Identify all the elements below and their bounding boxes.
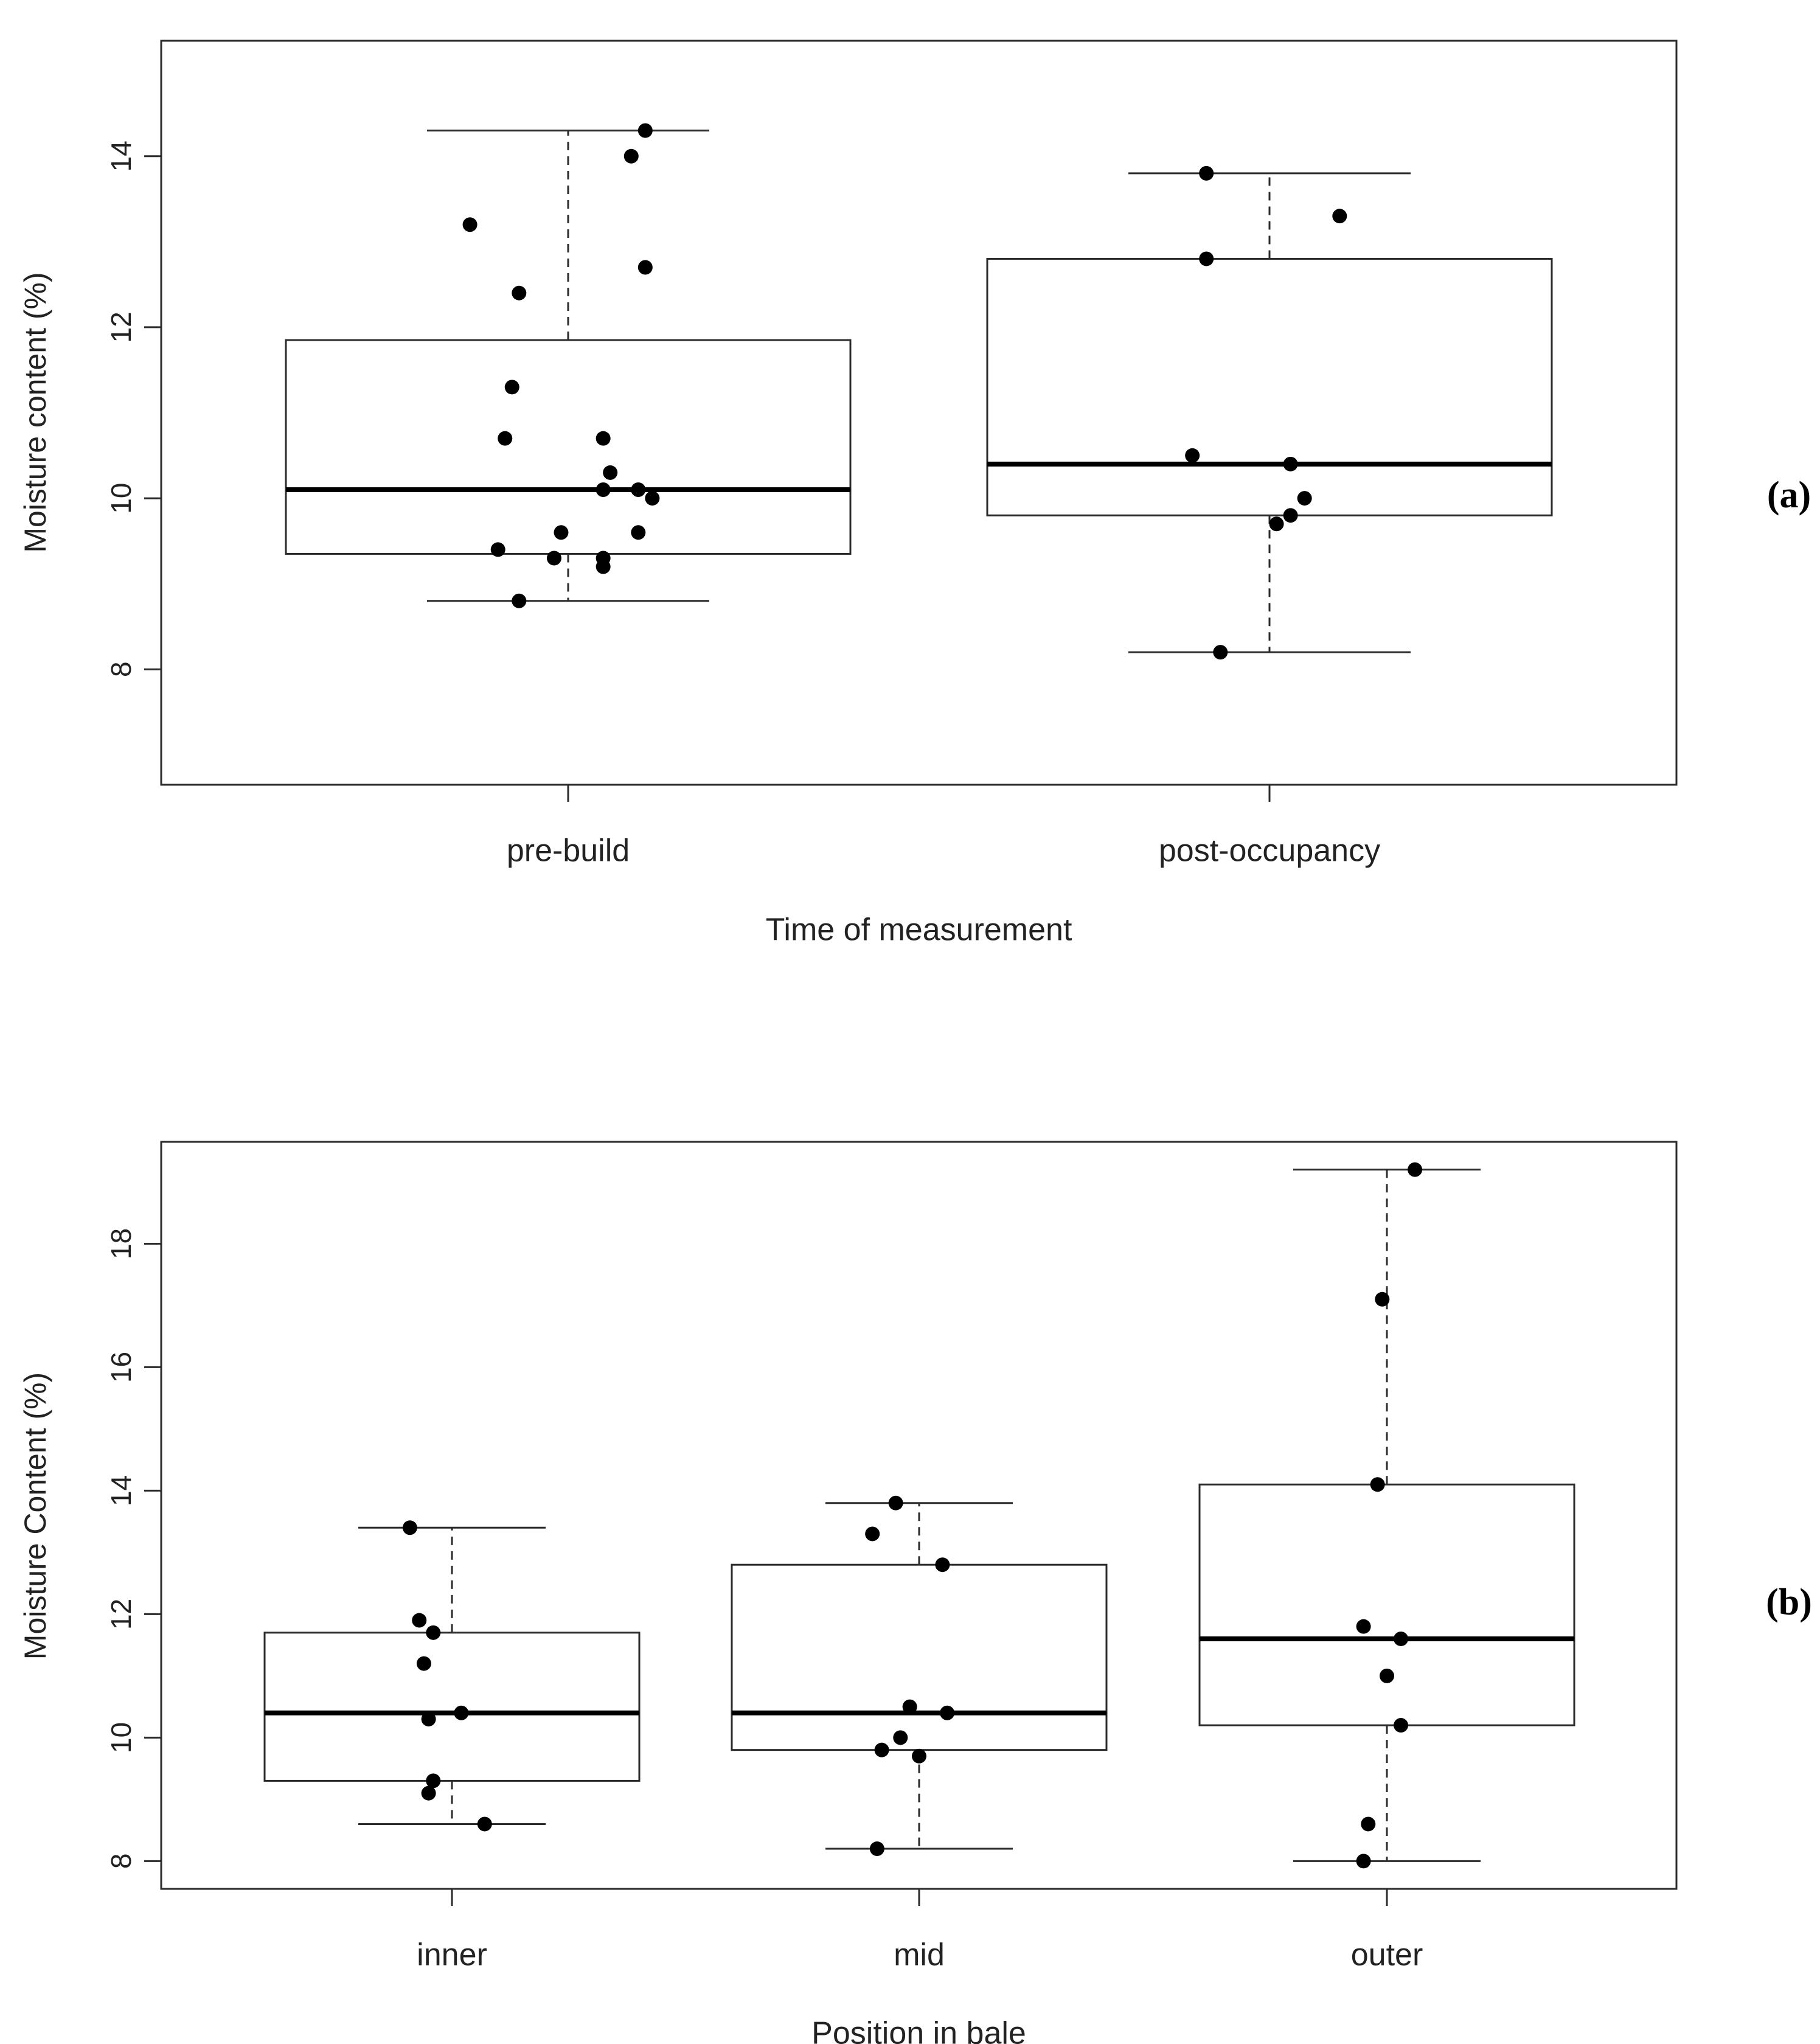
data-point (402, 1520, 417, 1535)
y-axis: 8 10 12 14 16 18 (105, 1228, 161, 1869)
data-point (631, 482, 646, 498)
data-point (546, 551, 561, 566)
box-inner (263, 1526, 641, 1825)
x-tick-label-inner: inner (417, 1938, 487, 1973)
data-point (454, 1705, 469, 1720)
data-point (512, 593, 527, 608)
plot-frame (160, 40, 1678, 786)
data-point (421, 1785, 436, 1801)
x-axis-label: Position in bale (811, 2016, 1026, 2044)
x-axis-label: Time of measurement (766, 912, 1072, 948)
panel-label: (a) (1767, 474, 1811, 516)
data-point (1356, 1854, 1371, 1869)
data-point (1283, 456, 1298, 471)
data-point (596, 559, 611, 574)
y-tick-label: 10 (105, 482, 137, 513)
data-point (1394, 1718, 1409, 1733)
data-point (935, 1557, 950, 1573)
y-tick-label: 14 (105, 141, 137, 172)
y-axis: 8 10 12 14 (105, 141, 161, 677)
y-axis-label: Moisture Content (%) (18, 1372, 52, 1660)
data-point (645, 491, 660, 506)
data-point (623, 148, 639, 164)
data-point (477, 1816, 492, 1832)
data-point (412, 1613, 427, 1628)
y-tick-label: 14 (105, 1475, 137, 1506)
data-point (416, 1656, 431, 1671)
data-point (940, 1705, 955, 1720)
data-point (1332, 209, 1347, 224)
data-point (1361, 1816, 1376, 1832)
data-point (1356, 1619, 1371, 1634)
data-point (912, 1748, 926, 1764)
x-tick-label-post-occupancy: post-occupancy (1159, 833, 1380, 869)
data-point (874, 1742, 889, 1757)
iqr-box (731, 1563, 1108, 1751)
y-tick-label: 8 (105, 661, 137, 677)
y-tick-label: 18 (105, 1228, 137, 1259)
box-pre-build (285, 130, 852, 602)
data-points (402, 1162, 1423, 1869)
data-point (504, 380, 519, 395)
iqr-box (263, 1632, 641, 1782)
data-point (426, 1625, 441, 1640)
chart-panel-a: 8 10 12 14 Moisture content (%) pre-build post… (18, 40, 1811, 948)
data-point (1213, 645, 1228, 660)
iqr-box (285, 339, 852, 555)
data-point (902, 1699, 917, 1714)
data-point (1370, 1477, 1385, 1492)
data-point (888, 1495, 903, 1510)
x-axis: inner mid outer (417, 1889, 1423, 1973)
data-point (1199, 165, 1214, 181)
x-axis: pre-build post-occupancy (507, 785, 1380, 869)
data-point (1269, 516, 1284, 532)
box-mid (731, 1502, 1108, 1850)
panel-label: (b) (1766, 1582, 1812, 1623)
data-point (865, 1526, 880, 1542)
data-point (1380, 1668, 1394, 1683)
y-tick-label: 8 (105, 1854, 137, 1869)
y-axis-label: Moisture content (%) (18, 272, 52, 552)
data-point (490, 542, 505, 557)
data-point (637, 260, 653, 275)
chart-panel-b: 8 10 12 14 16 18 Moisture Content (%) inner mid o… (18, 1141, 1812, 2044)
data-point (462, 217, 478, 232)
data-point (1185, 448, 1200, 463)
data-point (1394, 1631, 1409, 1646)
x-tick-label-pre-build: pre-build (507, 833, 630, 869)
iqr-box (1198, 1483, 1575, 1726)
x-tick-label-outer: outer (1351, 1938, 1423, 1973)
data-point (1283, 508, 1298, 523)
data-point (512, 285, 527, 301)
box-outer (1198, 1169, 1575, 1862)
box-post-occupancy (986, 172, 1553, 653)
x-tick-label-mid: mid (894, 1938, 945, 1973)
data-point (554, 525, 569, 540)
data-point (1297, 491, 1312, 506)
data-point (426, 1773, 441, 1788)
y-tick-label: 12 (105, 1599, 137, 1630)
data-point (1408, 1162, 1423, 1177)
data-point (869, 1841, 884, 1857)
data-point (421, 1711, 436, 1726)
data-point (596, 482, 611, 498)
y-tick-label: 12 (105, 311, 137, 342)
data-point (596, 431, 611, 446)
y-tick-label: 16 (105, 1352, 137, 1383)
y-tick-label: 10 (105, 1722, 137, 1753)
data-point (498, 431, 513, 446)
data-points (462, 123, 1347, 660)
iqr-box (986, 257, 1553, 516)
data-point (631, 525, 646, 540)
data-point (1375, 1291, 1390, 1307)
data-point (603, 465, 618, 480)
data-point (1199, 251, 1214, 266)
data-point (637, 123, 653, 138)
data-point (893, 1730, 908, 1745)
